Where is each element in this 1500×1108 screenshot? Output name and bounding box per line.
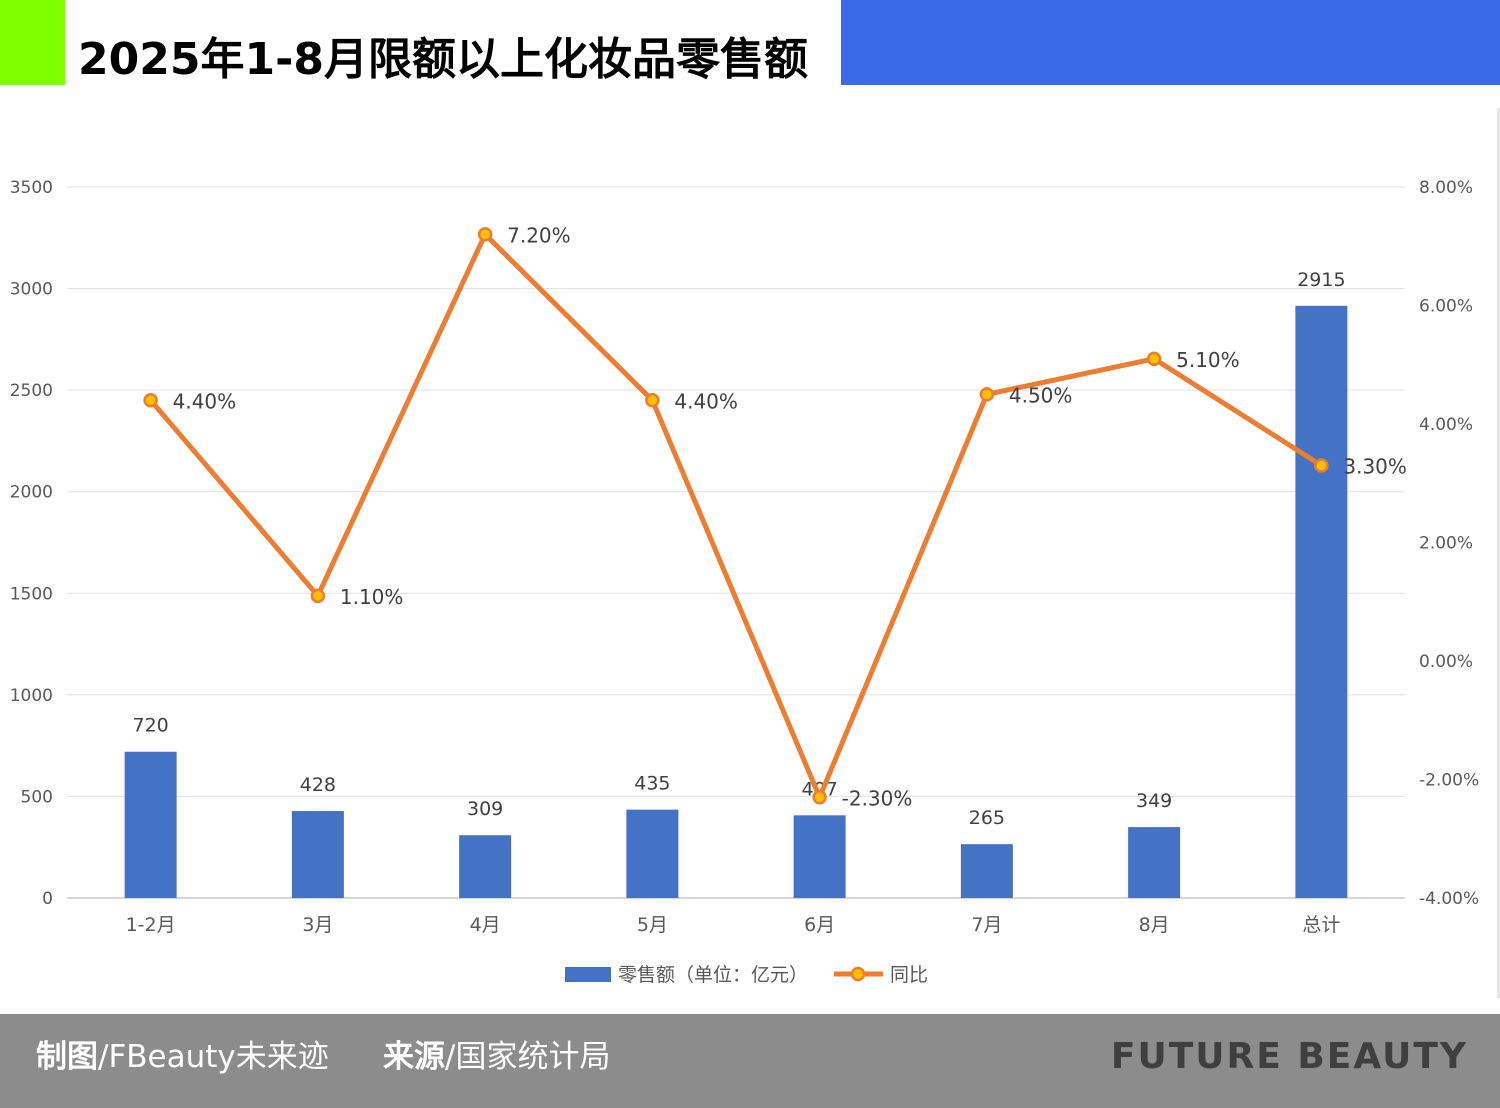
legend: 零售额（单位：亿元） 同比 bbox=[565, 964, 928, 986]
page-title: 2025年1-8月限额以上化妆品零售额 bbox=[78, 34, 808, 85]
x-tick-label: 1-2月 bbox=[126, 914, 176, 936]
credit-value: /FBeauty未来迹 bbox=[98, 1039, 329, 1075]
bar-value-label: 309 bbox=[467, 798, 503, 820]
bar-value-label: 428 bbox=[300, 774, 336, 796]
left-tick-label: 1000 bbox=[10, 686, 53, 706]
credit-label: 制图 bbox=[36, 1039, 98, 1075]
yoy-point-3月 bbox=[310, 588, 326, 604]
bar-5月 bbox=[626, 809, 679, 898]
yoy-point-5月 bbox=[645, 393, 660, 408]
bar-1-2月 bbox=[124, 751, 177, 898]
bar-labels: 720 428 309 435 407 265 349 2915 bbox=[132, 269, 1345, 829]
x-tick-label: 4月 bbox=[470, 914, 501, 936]
header-accent-blue bbox=[841, 0, 1500, 85]
yoy-point-8月 bbox=[1146, 351, 1162, 367]
legend-line-marker bbox=[850, 966, 866, 982]
yoy-point-6月 bbox=[812, 790, 827, 805]
left-tick-label: 3000 bbox=[10, 280, 53, 300]
yoy-value-label: 5.10% bbox=[1176, 348, 1240, 372]
bar-7月 bbox=[960, 844, 1013, 898]
left-tick-label: 0 bbox=[42, 889, 53, 909]
right-tick-label: 2.00% bbox=[1419, 534, 1473, 554]
right-axis: -4.00% -2.00% 0.00% 2.00% 4.00% 6.00% 8.00% bbox=[1419, 178, 1479, 909]
x-axis: 1-2月 3月 4月 5月 6月 7月 8月 总计 bbox=[126, 914, 1341, 936]
bar-value-label: 265 bbox=[969, 807, 1005, 829]
right-tick-label: 8.00% bbox=[1419, 178, 1473, 198]
yoy-value-label: 4.40% bbox=[173, 389, 237, 413]
yoy-value-label: 4.40% bbox=[674, 389, 738, 413]
left-tick-label: 3500 bbox=[10, 178, 53, 198]
bar-总计 bbox=[1295, 305, 1348, 898]
left-tick-label: 2500 bbox=[10, 381, 53, 401]
right-edge-divider bbox=[1497, 108, 1500, 998]
right-tick-label: 4.00% bbox=[1419, 415, 1473, 435]
x-tick-label: 8月 bbox=[1139, 914, 1170, 936]
yoy-value-label: 3.30% bbox=[1343, 454, 1407, 478]
bar-value-label: 407 bbox=[801, 778, 837, 800]
x-tick-label: 5月 bbox=[637, 914, 668, 936]
yoy-point-1-2月 bbox=[143, 393, 158, 408]
yoy-value-label: 7.20% bbox=[507, 223, 571, 247]
yoy-value-label: 1.10% bbox=[340, 585, 404, 609]
right-tick-label: 0.00% bbox=[1419, 652, 1473, 672]
left-tick-label: 1500 bbox=[10, 584, 53, 604]
x-tick-label: 总计 bbox=[1302, 914, 1340, 936]
yoy-point-总计 bbox=[1314, 458, 1329, 473]
x-tick-label: 6月 bbox=[804, 914, 835, 936]
combo-chart: 0 500 1000 1500 2000 2500 3000 3500 -4.00% -2.00… bbox=[10, 178, 1479, 986]
yoy-point-7月 bbox=[979, 387, 995, 402]
brand-wordmark: FUTURE BEAUTY bbox=[1110, 1036, 1468, 1077]
yoy-line bbox=[148, 231, 1324, 800]
legend-bar-label: 零售额（单位：亿元） bbox=[618, 964, 808, 986]
bar-value-label: 2915 bbox=[1297, 269, 1345, 291]
yoy-point-4月 bbox=[477, 227, 493, 242]
source-label: 来源 bbox=[383, 1039, 445, 1075]
bar-8月 bbox=[1128, 827, 1181, 898]
line-series: 4.40% 1.10% 7.20% 4.40% -2.30% 4.50% 5.10% 3.30… bbox=[143, 223, 1407, 810]
bar-value-label: 435 bbox=[634, 773, 670, 795]
gridlines bbox=[67, 186, 1405, 899]
bar-4月 bbox=[459, 835, 512, 898]
right-tick-label: -4.00% bbox=[1419, 889, 1479, 909]
bar-3月 bbox=[291, 811, 344, 898]
bar-value-label: 349 bbox=[1136, 790, 1172, 812]
legend-line-label: 同比 bbox=[890, 964, 928, 986]
bar-6月 bbox=[793, 815, 846, 898]
header-accent-green bbox=[0, 0, 65, 85]
left-tick-label: 2000 bbox=[10, 483, 53, 503]
x-tick-label: 3月 bbox=[302, 914, 333, 936]
x-tick-label: 7月 bbox=[971, 914, 1002, 936]
bar-value-label: 720 bbox=[132, 715, 168, 737]
footer-credit: 制图/FBeauty未来迹 bbox=[36, 1014, 329, 1100]
right-tick-label: 6.00% bbox=[1419, 297, 1473, 317]
legend-bar-swatch bbox=[565, 967, 611, 982]
header-bar: 2025年1-8月限额以上化妆品零售额 bbox=[0, 0, 1500, 85]
left-tick-label: 500 bbox=[21, 787, 53, 807]
source-value: /国家统计局 bbox=[445, 1039, 611, 1075]
footer-bar: 制图/FBeauty未来迹 来源/国家统计局 FUTURE BEAUTY bbox=[0, 1014, 1500, 1108]
right-tick-label: -2.00% bbox=[1419, 771, 1479, 791]
footer-source: 来源/国家统计局 bbox=[383, 1014, 610, 1100]
bar-series bbox=[124, 305, 1348, 898]
yoy-value-label: 4.50% bbox=[1009, 383, 1073, 407]
left-axis: 0 500 1000 1500 2000 2500 3000 3500 bbox=[10, 178, 53, 909]
yoy-value-label: -2.30% bbox=[842, 786, 913, 810]
